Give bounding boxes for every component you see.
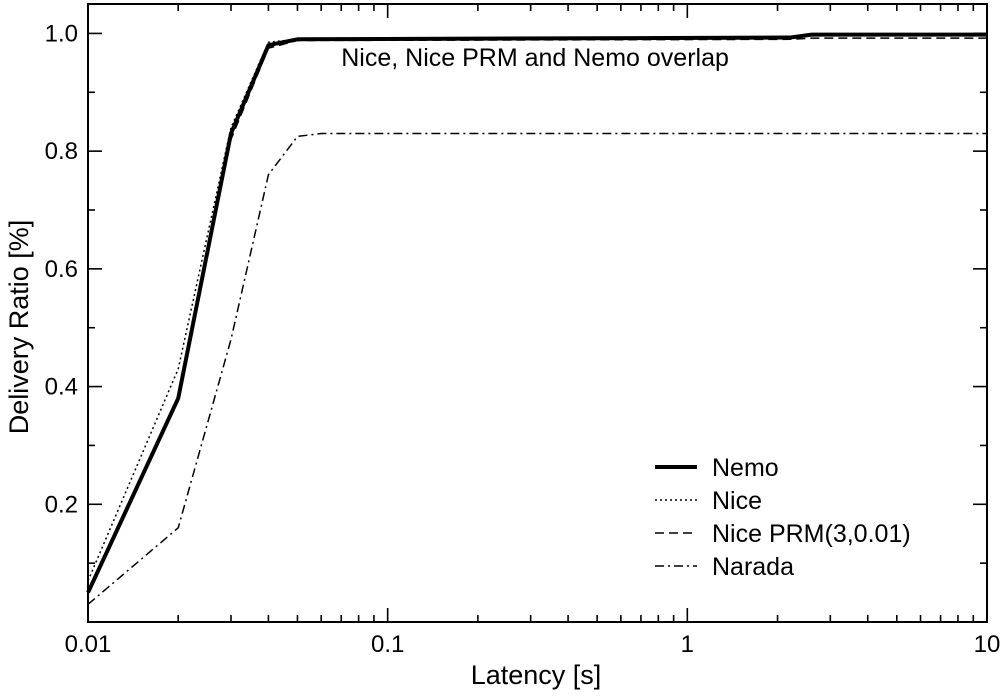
x-axis-label: Latency [s] (471, 660, 602, 690)
series-line-nice-prm-3-0-01 (87, 37, 987, 593)
legend-label-nice: Nice (712, 487, 762, 515)
legend-label-nice-prm-3-0-01: Nice PRM(3,0.01) (712, 520, 911, 548)
x-tick-label: 0.01 (65, 631, 112, 658)
legend: Nemo Nice Nice PRM(3,0.01) Narada (655, 454, 911, 581)
axis-layer: 0.01 0.1 1 10 0.2 0.4 0.6 0.8 1.0 (45, 3, 1001, 658)
y-tick-label: 0.4 (45, 374, 78, 401)
y-tick-label: 0.6 (45, 256, 78, 283)
series-line-nice (87, 34, 987, 582)
y-tick-label: 0.8 (45, 138, 78, 165)
series-line-nemo (86, 32, 987, 594)
y-tick-label: 1.0 (45, 20, 78, 47)
marks-layer (86, 32, 987, 605)
y-tick-label: 0.2 (45, 491, 78, 518)
overlap-annotation: Nice, Nice PRM and Nemo overlap (341, 44, 729, 72)
plot-frame (87, 3, 988, 623)
legend-label-narada: Narada (712, 553, 794, 581)
x-tick-label: 1 (681, 631, 694, 658)
legend-label-nemo: Nemo (712, 454, 779, 482)
y-axis-label: Delivery Ratio [%] (4, 220, 34, 435)
x-tick-label: 0.1 (371, 631, 404, 658)
series-line-narada (87, 132, 987, 605)
x-tick-label: 10 (974, 631, 1001, 658)
